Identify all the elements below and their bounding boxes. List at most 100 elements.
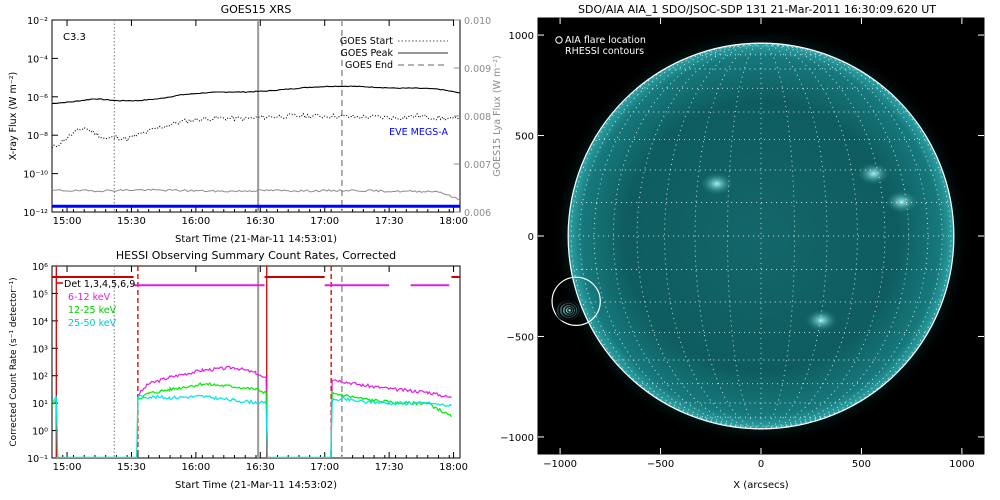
goes-x-tick-label: 18:00	[439, 216, 468, 227]
goes-title: GOES15 XRS	[221, 3, 292, 16]
hessi-x-label: Start Time (21-Mar-11 14:53:02)	[175, 480, 337, 491]
legend-25-50: 25-50 keV	[68, 318, 117, 329]
active-region	[700, 172, 733, 195]
goes-y-axis: 10⁻² 10⁻⁴ 10⁻⁶ 10⁻⁸ 10⁻¹⁰ 10⁻¹²	[23, 16, 58, 219]
active-region	[805, 309, 838, 332]
hessi-plot-frame	[51, 265, 461, 459]
rhessi-contour	[564, 305, 575, 315]
goes-y2-tick-label: 0.008	[464, 112, 491, 123]
longitude-line	[760, 42, 943, 430]
rhessi-contour	[561, 303, 577, 317]
aia-panel: SDO/AIA AIA_1 SDO/JSOC-SDP 131 21-Mar-20…	[500, 3, 985, 491]
longitude-line	[694, 42, 762, 430]
goes-x-tick-label: 15:30	[117, 216, 146, 227]
aia-y-tick-label: −1000	[500, 433, 534, 444]
legend-goes-end: GOES End	[345, 60, 393, 71]
hessi-x-tick-label: 15:30	[117, 462, 146, 473]
goes-y-tick-label: 10⁻⁸	[27, 131, 48, 142]
aia-flare-location-circle	[551, 276, 601, 327]
longitude-line	[760, 42, 795, 430]
longitude-line	[760, 42, 952, 430]
hessi-legend: Det 1,3,4,5,6,9 6-12 keV 12-25 keV 25-50…	[57, 279, 135, 329]
goes-y2-axis: 0.010 0.009 0.008 0.007 0.006	[454, 16, 491, 219]
longitude-line	[570, 42, 762, 430]
eve-label: EVE MEGS-A	[389, 127, 448, 138]
hessi-x-tick-label: 15:00	[53, 462, 82, 473]
aia-x-label: X (arcsecs)	[733, 480, 789, 491]
goes-lya-line	[52, 188, 460, 201]
goes-x-tick-label: 17:00	[310, 216, 339, 227]
aia-x-tick-label: −500	[647, 459, 674, 470]
hessi-time-markers	[55, 266, 343, 458]
longitude-line	[579, 42, 762, 430]
goes-y-label: X-ray Flux (W m⁻²)	[8, 72, 19, 161]
hessi-x-tick-label: 18:00	[439, 462, 468, 473]
rate-6-12-line	[137, 365, 452, 458]
aia-y-axis: 1000 500 0 −500 −1000	[500, 31, 984, 444]
longitude-line	[727, 42, 762, 430]
goes-y2-tick-label: 0.010	[464, 16, 491, 27]
legend-det: Det 1,3,4,5,6,9	[64, 279, 135, 290]
aia-x-tick-label: 500	[852, 459, 871, 470]
rhessi-contour	[558, 301, 579, 320]
goes-x-tick-label: 15:00	[53, 216, 82, 227]
hessi-y-tick-label: 10⁶	[32, 262, 48, 273]
hessi-x-axis: 15:00 15:30 16:00 16:30 17:00 17:30 18:00	[51, 266, 468, 473]
flare-markers	[551, 276, 601, 327]
goes-time-markers	[113, 20, 343, 212]
aia-y-tick-label: 0	[528, 232, 534, 243]
goes-y-tick-label: 10⁻⁶	[27, 93, 48, 104]
goes-y-tick-label: 10⁻⁴	[27, 54, 48, 65]
aia-y-tick-label: 500	[515, 132, 534, 143]
rate-12-25-line	[52, 381, 452, 458]
goes-y-tick-label: 10⁻¹²	[23, 208, 48, 219]
hessi-y-tick-label: 10⁴	[32, 317, 48, 328]
hessi-y-axis: 10⁶ 10⁵ 10⁴ 10³ 10² 10¹ 10⁰ 10⁻¹	[27, 262, 58, 465]
active-region	[857, 162, 890, 185]
hessi-y-tick-label: 10⁻¹	[27, 454, 48, 465]
hessi-y-tick-label: 10²	[32, 372, 48, 383]
hessi-y-tick-label: 10⁰	[32, 427, 48, 438]
aia-x-tick-label: −1000	[543, 459, 577, 470]
solar-limb	[567, 42, 955, 430]
legend-12-25: 12-25 keV	[68, 305, 117, 316]
aia-legend: AIA flare location RHESSI contours	[555, 35, 646, 57]
aia-x-tick-label: 0	[758, 459, 764, 470]
rate-25-50-line	[52, 394, 452, 458]
goes-y2-label: GOES15 Lya Flux (W m⁻²)	[492, 55, 503, 177]
goes-x-tick-label: 16:30	[246, 216, 275, 227]
hessi-y-tick-label: 10⁵	[32, 289, 48, 300]
hessi-title: HESSI Observing Summary Count Rates, Cor…	[116, 249, 396, 262]
legend-rhessi-contours: RHESSI contours	[565, 46, 644, 57]
hessi-x-tick-label: 17:30	[375, 462, 404, 473]
rhessi-contour	[567, 307, 573, 313]
aia-image	[551, 27, 970, 445]
hessi-y-label: Corrected Count Rate (s⁻¹ detector⁻¹)	[9, 277, 19, 446]
hessi-x-tick-label: 16:00	[181, 462, 210, 473]
goes-legend: GOES Start GOES Peak GOES End	[340, 36, 448, 71]
goes-plot-frame	[51, 19, 461, 213]
legend-6-12: 6-12 keV	[68, 292, 111, 303]
goes-y-tick-label: 10⁻²	[27, 16, 48, 27]
active-region	[885, 190, 918, 213]
hessi-y-tick-label: 10¹	[32, 399, 48, 410]
hessi-x-tick-label: 17:00	[310, 462, 339, 473]
longitude-line	[760, 42, 858, 430]
aia-x-axis: −1000 −500 0 500 1000	[543, 18, 975, 470]
aia-x-tick-label: 1000	[949, 459, 974, 470]
heliographic-grid	[568, 42, 954, 430]
legend-flare-location: AIA flare location	[565, 35, 646, 46]
goes-y2-tick-label: 0.007	[464, 160, 491, 171]
rhessi-contour	[555, 298, 581, 322]
legend-flare-circle-icon	[555, 36, 563, 44]
goes-series	[52, 85, 460, 208]
goes-y-tick-label: 10⁻¹⁰	[23, 170, 48, 181]
goes-y2-tick-label: 0.006	[464, 208, 491, 219]
legend-goes-peak: GOES Peak	[341, 48, 394, 59]
goes-x-tick-label: 16:00	[181, 216, 210, 227]
goes-x-tick-label: 17:30	[375, 216, 404, 227]
longitude-line	[664, 42, 762, 430]
goes-class-label: C3.3	[63, 32, 86, 43]
hessi-panel: HESSI Observing Summary Count Rates, Cor…	[9, 249, 468, 491]
